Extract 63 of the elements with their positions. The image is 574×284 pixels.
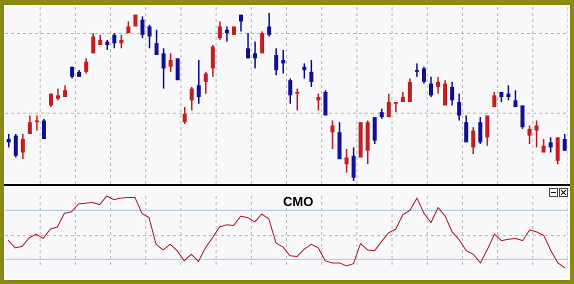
- candlestick: [352, 146, 356, 182]
- candlestick: [42, 118, 46, 140]
- candlestick: [429, 76, 434, 98]
- candlestick: [168, 52, 173, 73]
- candlestick: [436, 76, 440, 94]
- candlestick: [534, 120, 539, 148]
- candlestick: [204, 71, 208, 94]
- candlestick: [140, 16, 144, 39]
- candlestick: [492, 91, 496, 108]
- candlestick: [548, 136, 553, 154]
- candlestick: [513, 90, 518, 108]
- candlestick: [506, 84, 510, 102]
- candlestick: [520, 104, 524, 130]
- candlestick: [133, 14, 138, 28]
- candlestick: [162, 48, 166, 90]
- candlestick: [98, 34, 102, 46]
- candlestick: [105, 39, 110, 51]
- candlestick: [316, 92, 320, 112]
- candlestick: [112, 32, 116, 50]
- candlestick: [260, 30, 264, 54]
- candlestick: [20, 133, 25, 160]
- candlestick: [556, 136, 560, 165]
- candlestick: [323, 90, 328, 116]
- candlestick: [372, 116, 377, 145]
- candlestick: [218, 20, 222, 41]
- candlestick: [190, 86, 194, 112]
- candlestick: [182, 106, 187, 125]
- candlestick: [246, 32, 250, 60]
- candlestick: [386, 92, 391, 118]
- candlestick: [154, 29, 159, 56]
- candlestick: [471, 126, 476, 155]
- candlestick: [14, 133, 18, 158]
- candlestick: [478, 116, 482, 145]
- candlestick: [450, 81, 454, 106]
- chart-title: CMO: [283, 194, 314, 209]
- candlestick: [309, 59, 314, 88]
- candlestick: [238, 14, 243, 32]
- candlestick: [267, 12, 272, 38]
- candlestick: [443, 79, 448, 106]
- candlestick: [457, 92, 462, 122]
- candlestick: [485, 114, 490, 146]
- candlestick: [253, 40, 258, 70]
- candlestick: [84, 58, 88, 74]
- candlestick: [48, 92, 53, 108]
- candlestick: [281, 49, 286, 74]
- candlestick: [210, 44, 215, 78]
- candlestick: [528, 124, 532, 145]
- candlestick: [542, 138, 546, 154]
- candlestick: [562, 133, 567, 152]
- candlestick: [422, 66, 426, 84]
- candlestick: [464, 114, 468, 144]
- candlestick: [288, 78, 292, 104]
- candlestick: [344, 148, 349, 174]
- candlestick: [380, 108, 384, 120]
- candlestick: [91, 32, 96, 54]
- candlestick: [414, 62, 419, 78]
- candlestick: [408, 78, 412, 103]
- candlestick: [6, 133, 11, 148]
- candlestick: [28, 114, 32, 135]
- candlestick: [330, 120, 334, 150]
- candlestick: [274, 48, 278, 76]
- candlestick: [196, 59, 201, 104]
- candlestick: [148, 24, 152, 50]
